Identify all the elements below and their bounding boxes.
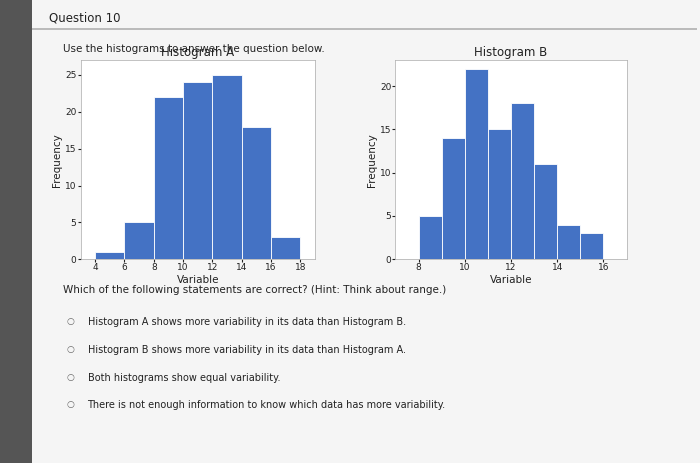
Bar — [557, 225, 580, 259]
Text: Use the histograms to answer the question below.: Use the histograms to answer the questio… — [63, 44, 325, 54]
Bar — [154, 97, 183, 259]
Bar — [442, 138, 465, 259]
Bar — [511, 103, 534, 259]
Bar — [125, 222, 154, 259]
Bar — [465, 69, 488, 259]
Bar — [183, 82, 212, 259]
Text: ○: ○ — [66, 317, 74, 326]
Text: ○: ○ — [66, 345, 74, 354]
Bar — [419, 216, 442, 259]
Text: Which of the following statements are correct? (Hint: Think about range.): Which of the following statements are co… — [63, 285, 447, 295]
Bar — [534, 164, 557, 259]
Bar — [212, 75, 241, 259]
Text: Question 10: Question 10 — [49, 12, 120, 25]
Title: Histogram B: Histogram B — [475, 46, 547, 59]
Text: ○: ○ — [66, 400, 74, 409]
Title: Histogram A: Histogram A — [161, 46, 234, 59]
Bar — [580, 233, 603, 259]
Y-axis label: Frequency: Frequency — [52, 133, 62, 187]
X-axis label: Variable: Variable — [176, 275, 219, 285]
Text: Both histograms show equal variability.: Both histograms show equal variability. — [88, 373, 280, 383]
Bar — [271, 237, 300, 259]
X-axis label: Variable: Variable — [490, 275, 532, 285]
Text: There is not enough information to know which data has more variability.: There is not enough information to know … — [88, 400, 446, 411]
Bar — [488, 130, 511, 259]
Bar — [95, 252, 125, 259]
Y-axis label: Frequency: Frequency — [367, 133, 377, 187]
Bar — [241, 126, 271, 259]
Text: ○: ○ — [66, 373, 74, 382]
Text: Histogram A shows more variability in its data than Histogram B.: Histogram A shows more variability in it… — [88, 317, 405, 327]
Text: Histogram B shows more variability in its data than Histogram A.: Histogram B shows more variability in it… — [88, 345, 405, 355]
